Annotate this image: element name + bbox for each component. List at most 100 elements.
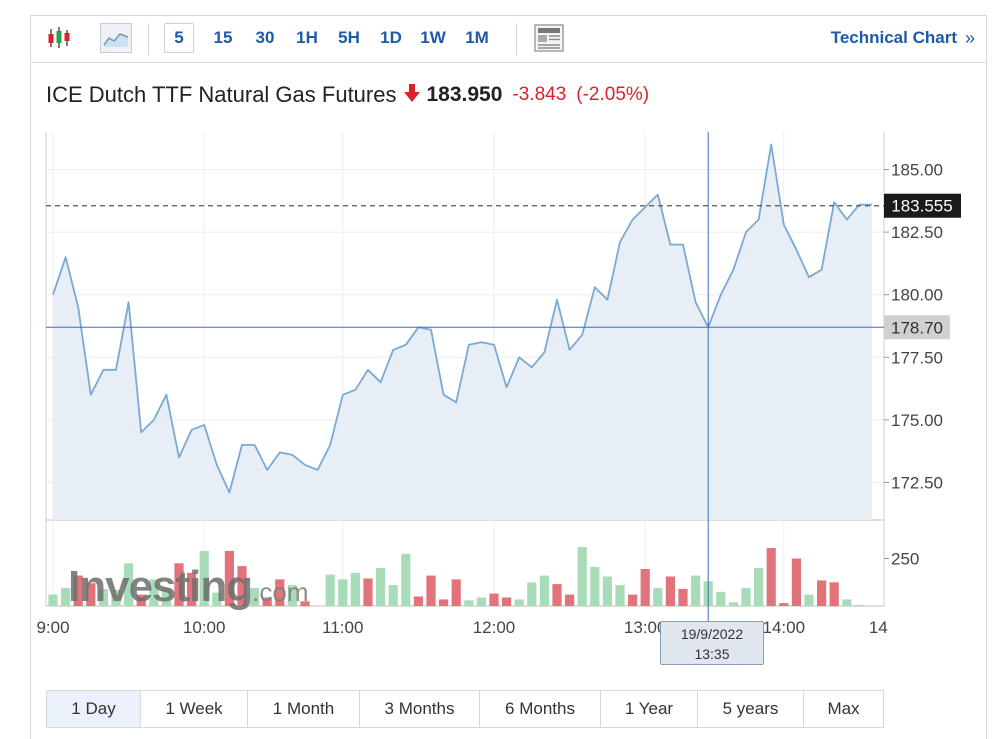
volume-bar-up <box>111 589 121 606</box>
volume-bar-up <box>61 588 71 606</box>
volume-bar-up <box>691 575 701 606</box>
x-tick-label: 14 <box>869 618 888 637</box>
volume-bar-up <box>577 547 587 606</box>
volume-bar-down <box>451 579 461 606</box>
chart-axes: 9:00 10:00 11:00 12:00 13:00 14:00 14 185.00 182… <box>36 161 943 637</box>
volume-bar-down <box>779 603 789 606</box>
interval-label: 1W <box>420 28 446 47</box>
double-chevron-right-icon: » <box>964 27 975 48</box>
volume-bar-down <box>439 599 449 606</box>
volume-bar-down <box>86 583 96 606</box>
volume-bar-up <box>376 568 386 606</box>
range-1-day[interactable]: 1 Day <box>47 691 141 727</box>
x-tick-label: 11:00 <box>322 618 363 637</box>
volume-bar-down <box>73 575 83 606</box>
crosshair-time-tooltip: 19/9/2022 13:35 <box>660 621 764 665</box>
volume-bar-up <box>804 594 814 606</box>
range-label: 1 Week <box>165 699 223 718</box>
chart-toolbar: 5 15 30 1H 5H 1D 1W 1M Technical Chart » <box>30 15 987 63</box>
crosshair-price-label: 178.70 <box>891 318 943 337</box>
volume-bar-up <box>124 563 134 607</box>
range-label: 6 Months <box>505 699 575 718</box>
range-1-year[interactable]: 1 Year <box>601 691 698 727</box>
interval-label: 1M <box>465 28 489 47</box>
volume-bar-up <box>653 588 663 606</box>
volume-bar-down <box>766 548 776 606</box>
crosshair-price-box <box>884 315 950 340</box>
last-price-label: 183.555 <box>891 197 952 216</box>
toolbar-divider <box>148 23 149 55</box>
y-tick-label: 172.50 <box>891 473 943 492</box>
x-tick-label: 12:00 <box>473 618 516 637</box>
interval-label: 15 <box>213 28 233 47</box>
range-3-months[interactable]: 3 Months <box>360 691 480 727</box>
volume-bar-up <box>514 599 524 606</box>
watermark-suffix: .com <box>252 577 309 607</box>
chart-widget-frame <box>30 15 987 739</box>
last-price: 183.950 <box>426 83 503 106</box>
volume-bar-down <box>224 550 234 606</box>
range-label: 1 Day <box>71 699 116 718</box>
interval-1h[interactable]: 1H <box>290 23 324 53</box>
interval-label: 5H <box>338 28 360 47</box>
volume-bar-down <box>426 575 436 606</box>
news-overlay-icon[interactable] <box>532 23 566 53</box>
interval-1m[interactable]: 1M <box>458 23 496 53</box>
volume-bar-up <box>842 599 852 606</box>
volume-bar-up <box>161 588 171 606</box>
volume-bar-down <box>262 597 272 606</box>
technical-chart-link[interactable]: Technical Chart » <box>831 23 975 53</box>
volume-bar-down <box>565 594 575 606</box>
volume-bar-down <box>136 594 146 606</box>
volume-bar-down <box>489 593 499 606</box>
last-price-label-box <box>884 193 961 218</box>
volume-bar-down <box>628 594 638 606</box>
price-line <box>52 143 872 494</box>
range-6-months[interactable]: 6 Months <box>480 691 601 727</box>
volume-bar-up <box>741 588 751 606</box>
range-1-month[interactable]: 1 Month <box>248 691 360 727</box>
volume-bar-up <box>602 576 612 606</box>
volume-bar-up <box>590 567 600 606</box>
instrument-header: ICE Dutch TTF Natural Gas Futures 183.95… <box>46 80 649 110</box>
instrument-name: ICE Dutch TTF Natural Gas Futures <box>46 82 397 107</box>
interval-15[interactable]: 15 <box>206 23 240 53</box>
interval-1w[interactable]: 1W <box>416 23 450 53</box>
volume-bar-up <box>464 600 474 606</box>
volume-bar-down <box>678 588 688 606</box>
volume-bar-up <box>199 550 209 606</box>
x-tick-label: 9:00 <box>36 618 69 637</box>
volume-bar-down <box>791 558 801 606</box>
x-tick-label: 13:00 <box>624 618 667 637</box>
range-1-week[interactable]: 1 Week <box>141 691 248 727</box>
volume-bar-up <box>388 585 398 606</box>
interval-label: 1D <box>380 28 402 47</box>
x-tick-label: 10:00 <box>183 618 226 637</box>
tooltip-time: 13:35 <box>694 646 730 662</box>
range-label: 1 Month <box>272 699 335 718</box>
area-chart-icon[interactable] <box>100 23 132 53</box>
tooltip-date: 19/9/2022 <box>680 626 744 642</box>
time-range-selector: 1 Day 1 Week 1 Month 3 Months 6 Months 1… <box>46 690 884 728</box>
volume-bar-down <box>665 576 675 606</box>
y-tick-label: 182.50 <box>891 223 943 242</box>
chart-overlay: 183.555 178.70 <box>46 132 961 621</box>
volume-bar-down <box>363 578 373 606</box>
range-5-years[interactable]: 5 years <box>698 691 804 727</box>
interval-5h[interactable]: 5H <box>332 23 366 53</box>
y-tick-label: 180.00 <box>891 286 943 305</box>
price-chart[interactable]: 9:00 10:00 11:00 12:00 13:00 14:00 14 185.00 182… <box>0 0 1001 690</box>
interval-5[interactable]: 5 <box>164 23 194 53</box>
range-label: Max <box>827 699 860 718</box>
volume-bar-up <box>325 574 335 606</box>
volume-bar-up <box>98 588 108 606</box>
range-max[interactable]: Max <box>804 691 883 727</box>
y-tick-label: 175.00 <box>891 411 943 430</box>
interval-30[interactable]: 30 <box>248 23 282 53</box>
investing-watermark: Investing.com <box>68 562 309 612</box>
interval-1d[interactable]: 1D <box>374 23 408 53</box>
y-tick-label: 177.50 <box>891 348 943 367</box>
candlestick-icon[interactable] <box>42 23 76 53</box>
price-change: -3.843 <box>512 84 567 105</box>
volume-bar-down <box>413 596 423 606</box>
